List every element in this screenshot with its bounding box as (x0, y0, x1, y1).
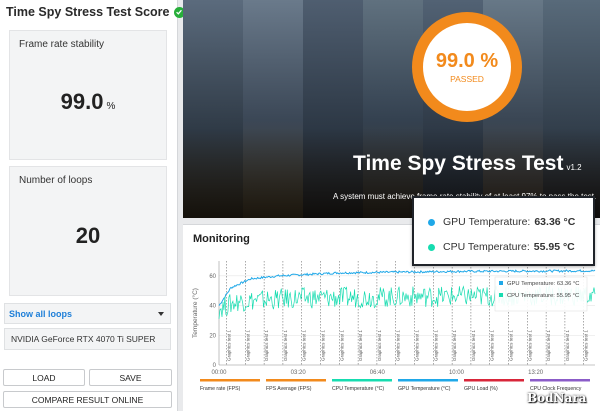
x-tick-label: 03:20 (291, 370, 307, 376)
show-loops-label: Show all loops (9, 308, 73, 319)
legend-label: GPU Load (%) (464, 386, 498, 392)
tooltip-cpu-value: 55.95 °C (533, 241, 575, 253)
y-tick-label: 60 (209, 274, 216, 280)
x-tick-label: 10:00 (449, 370, 465, 376)
check-circle-icon (173, 6, 185, 18)
loop-marker-label: Graphics test 1 (415, 330, 420, 361)
loop-marker-label: Graphics test 1 (377, 330, 382, 361)
y-tick-label: 0 (213, 363, 217, 369)
x-tick-label: 00:00 (211, 370, 227, 376)
loop-marker-label: Graphics test 1 (471, 330, 476, 361)
gpu-legend-swatch (499, 281, 503, 285)
loop-marker-label: Graphics test 1 (245, 330, 250, 361)
legend-label: GPU Temperature (°C) (398, 386, 451, 392)
loop-marker-label: Graphics test 1 (339, 330, 344, 361)
hero-banner: 99.0 % PASSED Time Spy Stress Test v1.2 A… (183, 0, 600, 218)
inline-legend-entry: CPU Temperature: 55.95 °C (507, 293, 579, 299)
loop-marker-label: Graphics test 1 (227, 330, 232, 361)
score-status: PASSED (450, 74, 484, 84)
tooltip-gpu-value: 63.36 °C (534, 216, 576, 228)
loop-marker-label: Graphics test 1 (264, 330, 269, 361)
gpu-temperature-line (218, 269, 596, 306)
x-tick-label: 06:40 (370, 370, 386, 376)
frame-rate-stability-value: 99.0% (10, 89, 166, 115)
tooltip-cpu-label: CPU Temperature: (443, 241, 530, 253)
y-tick-label: 20 (209, 333, 216, 339)
tooltip-gpu-row: GPU Temperature: 63.36 °C (428, 216, 575, 228)
hero-version: v1.2 (566, 163, 582, 172)
chart-inline-legend (494, 276, 588, 312)
monitoring-panel: Monitoring 0 20 40 60 Temperature (°C) Graphi… (183, 224, 600, 411)
legend-swatch (200, 379, 260, 382)
frame-rate-stability-label: Frame rate stability (19, 39, 105, 50)
legend-label: CPU Temperature (°C) (332, 386, 384, 392)
legend-swatch (332, 379, 392, 382)
loop-marker-label: Graphics test 1 (584, 330, 589, 361)
x-tick-label: 13:20 (528, 370, 544, 376)
hero-title-text: Time Spy Stress Test (353, 152, 564, 175)
legend-label: Frame rate (FPS) (200, 386, 241, 392)
tooltip-cpu-row: CPU Temperature: 55.95 °C (428, 241, 575, 253)
cpu-legend-swatch (499, 293, 503, 297)
result-sidebar: Time Spy Stress Test Score Frame rate st… (0, 0, 185, 411)
caret-down-icon (158, 311, 164, 316)
loop-marker-label: Graphics test 1 (321, 330, 326, 361)
temperature-tooltip: GPU Temperature: 63.36 °C CPU Temperatur… (412, 196, 595, 266)
legend-swatch (398, 379, 458, 382)
loop-marker-label: Graphics test 1 (283, 330, 288, 361)
legend-label: CPU Clock Frequency (530, 386, 582, 392)
gpu-dot-icon (428, 218, 435, 226)
monitoring-chart[interactable]: 0 20 40 60 Temperature (°C) Graphics test 1 Gr… (183, 225, 600, 411)
y-tick-label: 40 (209, 304, 216, 310)
loop-marker-label: Graphics test 1 (490, 330, 495, 361)
legend-swatch (266, 379, 326, 382)
frame-rate-stability-unit: % (106, 101, 116, 112)
loop-marker-label: Graphics test 1 (509, 330, 514, 361)
frame-rate-stability-number: 99.0 (60, 89, 104, 114)
inline-legend-entry: GPU Temperature: 63.36 °C (507, 281, 579, 287)
legend-swatch (530, 379, 590, 382)
watermark: BodNara (527, 391, 587, 405)
loop-marker-label: Graphics test 1 (358, 330, 363, 361)
loops-label: Number of loops (19, 175, 93, 186)
loop-marker-label: Graphics test 1 (546, 330, 551, 361)
legend-label: FPS Average (FPS) (266, 386, 312, 392)
loop-marker-label: Graphics test 1 (396, 330, 401, 361)
loop-marker-label: Graphics test 1 (527, 330, 532, 361)
score-badge: 99.0 % PASSED (412, 12, 522, 122)
legend-swatch (464, 379, 524, 382)
tooltip-gpu-label: GPU Temperature: (443, 216, 531, 228)
score-value: 99.0 % (435, 50, 499, 72)
loop-marker-label: Graphics test 1 (302, 330, 307, 361)
frame-rate-stability-card: Frame rate stability 99.0% (9, 30, 167, 160)
title-row: Time Spy Stress Test Score (6, 5, 185, 19)
gpu-name: NVIDIA GeForce RTX 4070 Ti SUPER (4, 328, 171, 350)
cpu-dot-icon (428, 243, 435, 251)
hero-title: Time Spy Stress Test v1.2 (353, 152, 582, 176)
page-title: Time Spy Stress Test Score (6, 5, 170, 19)
show-loops-dropdown[interactable]: Show all loops (4, 303, 171, 324)
loop-marker-label: Graphics test 1 (565, 330, 570, 361)
monitoring-title: Monitoring (193, 233, 250, 245)
compare-result-online-button[interactable]: COMPARE RESULT ONLINE (3, 391, 172, 408)
loop-marker-label: Graphics test 1 (452, 330, 457, 361)
save-button[interactable]: SAVE (89, 369, 172, 386)
loops-value: 20 (75, 223, 101, 248)
y-axis-label: Temperature (°C) (191, 288, 199, 338)
loop-marker-label: Graphics test 1 (433, 330, 438, 361)
load-button[interactable]: LOAD (3, 369, 85, 386)
loops-card: Number of loops 20 (9, 166, 167, 296)
